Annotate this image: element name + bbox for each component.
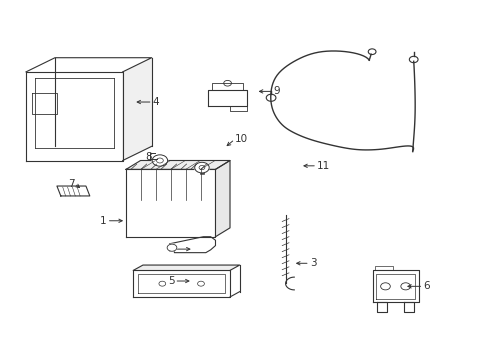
Polygon shape [126, 161, 229, 169]
Polygon shape [26, 72, 122, 161]
Text: 7: 7 [67, 179, 74, 189]
Text: 11: 11 [316, 161, 329, 171]
Text: 2: 2 [167, 244, 174, 254]
Polygon shape [133, 265, 239, 270]
Polygon shape [208, 90, 246, 105]
Circle shape [167, 244, 177, 251]
Circle shape [152, 155, 167, 166]
Text: 8: 8 [145, 152, 151, 162]
Polygon shape [377, 302, 386, 312]
Text: 1: 1 [100, 216, 106, 226]
Polygon shape [126, 169, 215, 237]
Circle shape [194, 162, 209, 173]
Polygon shape [372, 270, 418, 302]
Text: 3: 3 [309, 258, 316, 268]
Polygon shape [403, 302, 413, 312]
Polygon shape [57, 186, 90, 196]
Text: 9: 9 [273, 86, 280, 96]
Polygon shape [215, 161, 229, 237]
Polygon shape [133, 270, 229, 297]
Polygon shape [122, 58, 151, 161]
Polygon shape [26, 58, 151, 72]
Text: 6: 6 [423, 281, 429, 291]
Polygon shape [229, 105, 246, 111]
Text: 4: 4 [152, 97, 159, 107]
Text: 5: 5 [167, 276, 174, 286]
Text: 10: 10 [234, 134, 247, 144]
